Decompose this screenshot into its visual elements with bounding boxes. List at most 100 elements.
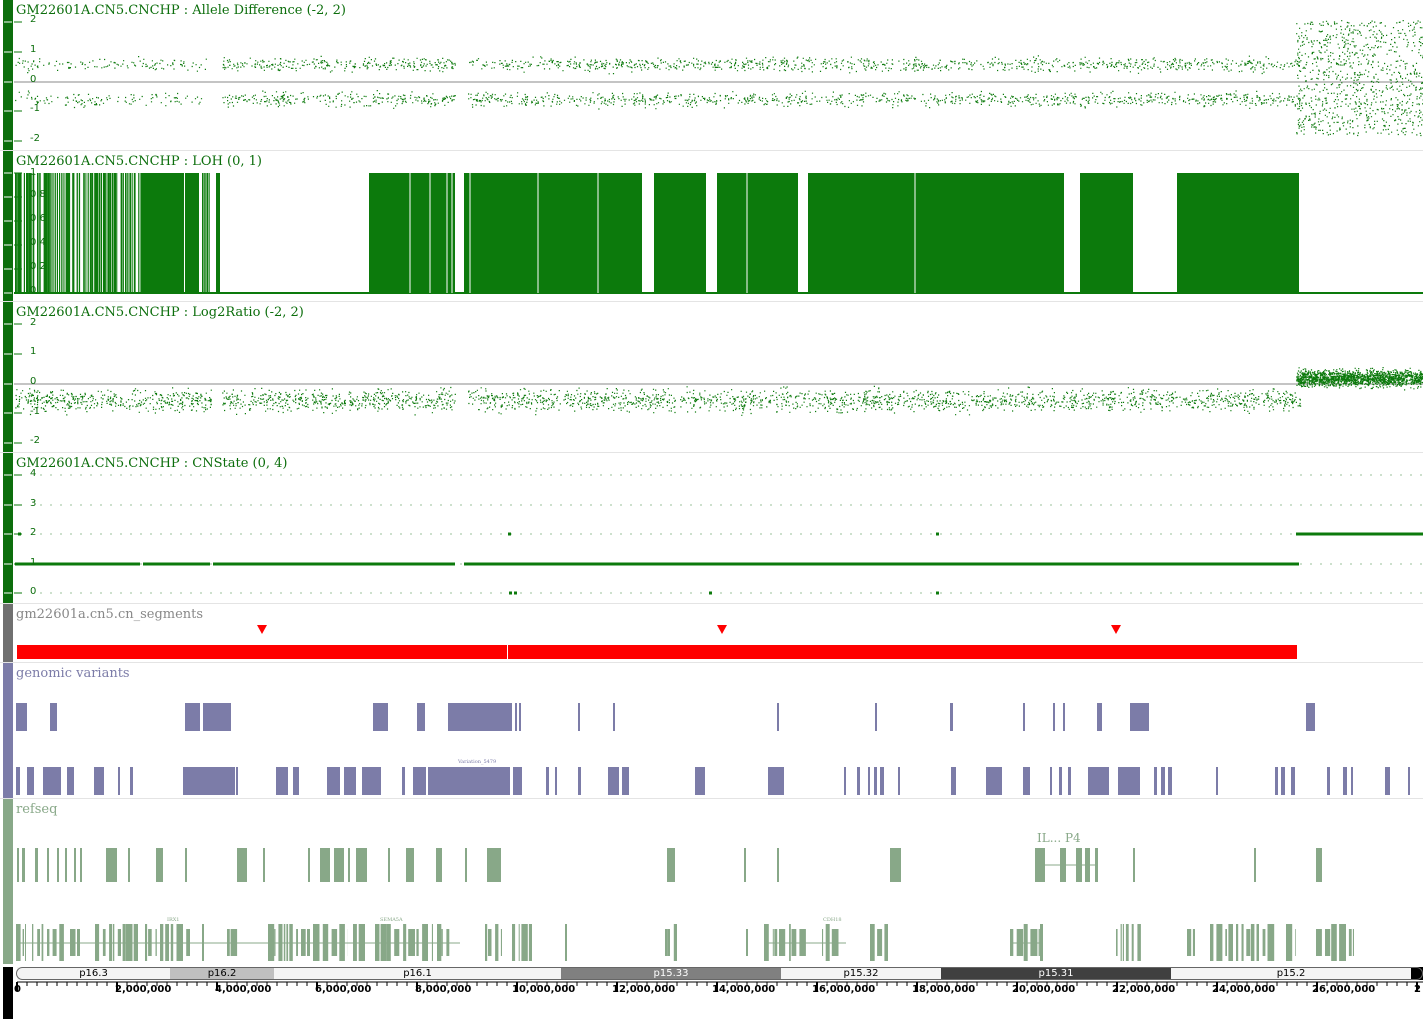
loh-track: GM22601A.CN5.CNCHP : LOH (0, 1) 1 0.8 0.… xyxy=(0,151,1423,301)
gene-feature xyxy=(388,848,390,882)
gene-label: IL... P4 xyxy=(1037,831,1081,845)
gene-feature xyxy=(47,848,49,882)
variant-feature xyxy=(1385,767,1390,795)
variant-feature xyxy=(1050,767,1052,795)
track-handle[interactable] xyxy=(3,0,13,150)
tick-label: 1 xyxy=(30,44,37,55)
gene-feature xyxy=(320,848,330,882)
track-handle[interactable] xyxy=(3,604,13,662)
gene-feature xyxy=(308,848,310,882)
track-label: gm22601a.cn5.cn_segments xyxy=(16,607,204,622)
ideogram[interactable] xyxy=(0,965,1423,1022)
tick-label: -2 xyxy=(30,435,40,446)
variant-feature xyxy=(768,767,784,795)
track-label: GM22601A.CN5.CNCHP : Allele Difference (… xyxy=(16,3,346,18)
chromosome-band xyxy=(941,967,1171,980)
gene-feature xyxy=(185,848,187,882)
chromosome-band xyxy=(17,967,170,980)
track-label: GM22601A.CN5.CNCHP : Log2Ratio (-2, 2) xyxy=(16,305,304,320)
data-points xyxy=(15,20,1423,137)
axis-label: 0 xyxy=(14,984,21,995)
variant-feature xyxy=(951,767,956,795)
variant-feature xyxy=(276,767,288,795)
variant-feature xyxy=(130,767,133,795)
variant-feature xyxy=(1408,767,1410,795)
gene-feature xyxy=(237,848,247,882)
gene-feature xyxy=(156,848,163,882)
variant-feature xyxy=(613,703,615,731)
band-label: p15.32 xyxy=(843,968,879,979)
cn-point xyxy=(18,532,21,536)
tick-label: 0 xyxy=(30,376,37,387)
axis-label: 6,000,000 xyxy=(315,984,372,995)
gene-feature xyxy=(263,848,265,882)
tick-label: -1 xyxy=(30,103,40,114)
divider xyxy=(0,798,1423,799)
chromosome-ruler[interactable]: p16.3 p16.2 p16.1 p15.33 p15.32 p15.31 p… xyxy=(0,965,1423,1022)
variant-feature xyxy=(1023,767,1030,795)
variant-feature xyxy=(293,767,299,795)
tick-label: 1 xyxy=(30,557,37,568)
variant-feature xyxy=(880,767,884,795)
variant-feature xyxy=(546,767,549,795)
cn-point xyxy=(514,591,517,595)
variant-feature xyxy=(950,703,953,731)
gene-feature xyxy=(406,848,414,882)
band-label: p16.1 xyxy=(403,968,432,979)
axis-label: 12,000,000 xyxy=(612,984,676,995)
refseq-track: refseq IL... P4 IRX1 SEMA5A CDH18 xyxy=(0,799,1423,964)
gene-feature xyxy=(57,848,59,882)
tick-label: -1 xyxy=(30,406,40,417)
variant-feature xyxy=(622,767,629,795)
variant-feature xyxy=(898,767,900,795)
variant-feature xyxy=(608,767,619,795)
log2ratio-track: GM22601A.CN5.CNCHP : Log2Ratio (-2, 2) 2… xyxy=(0,302,1423,452)
variant-feature xyxy=(402,767,405,795)
segment-marker xyxy=(1111,625,1121,634)
axis-label: 14,000,000 xyxy=(712,984,776,995)
variant-feature xyxy=(844,767,846,795)
variant-feature xyxy=(1088,767,1109,795)
tick-label: -2 xyxy=(30,133,40,144)
divider xyxy=(0,603,1423,604)
tick-label: 2 xyxy=(30,14,37,25)
track-handle[interactable] xyxy=(3,453,13,603)
variant-feature xyxy=(327,767,340,795)
feature-label: Variation_5479 xyxy=(458,759,497,765)
segment-marker xyxy=(717,625,727,634)
variant-feature xyxy=(183,767,235,795)
tick-label: 0.6 xyxy=(30,213,46,224)
track-label: GM22601A.CN5.CNCHP : LOH (0, 1) xyxy=(16,154,263,169)
variant-feature xyxy=(43,767,61,795)
axis-label: 10,000,000 xyxy=(512,984,576,995)
tick-label: 4 xyxy=(30,468,37,479)
gene-label: CDH18 xyxy=(823,917,842,923)
gene-feature xyxy=(487,848,501,882)
gene-feature xyxy=(890,848,901,882)
gene-feature xyxy=(334,848,344,882)
variant-feature xyxy=(417,703,425,731)
track-handle[interactable] xyxy=(3,799,13,964)
gene-feature xyxy=(17,848,19,882)
gene-feature xyxy=(1133,848,1135,882)
variant-feature xyxy=(236,767,238,795)
band-label: p15.2 xyxy=(1276,968,1306,979)
variant-feature xyxy=(578,767,581,795)
band-label: p16.2 xyxy=(207,968,237,979)
tick-label: 0.4 xyxy=(30,237,46,248)
variant-feature xyxy=(515,703,517,731)
loh-block xyxy=(1080,173,1133,293)
gene-feature xyxy=(1254,848,1256,882)
gene-feature xyxy=(465,848,467,882)
band-label: p16.3 xyxy=(79,968,108,979)
variant-feature xyxy=(448,703,512,731)
variant-feature xyxy=(519,703,521,731)
divider xyxy=(0,452,1423,453)
genomic-variants-track: genomic variants Variation_5479 xyxy=(0,663,1423,798)
band-label: p15.31 xyxy=(1038,968,1074,979)
track-handle[interactable] xyxy=(3,967,13,1019)
gene-feature xyxy=(436,848,442,882)
track-handle[interactable] xyxy=(3,663,13,798)
track-handle[interactable] xyxy=(3,302,13,452)
track-handle[interactable] xyxy=(3,151,13,301)
